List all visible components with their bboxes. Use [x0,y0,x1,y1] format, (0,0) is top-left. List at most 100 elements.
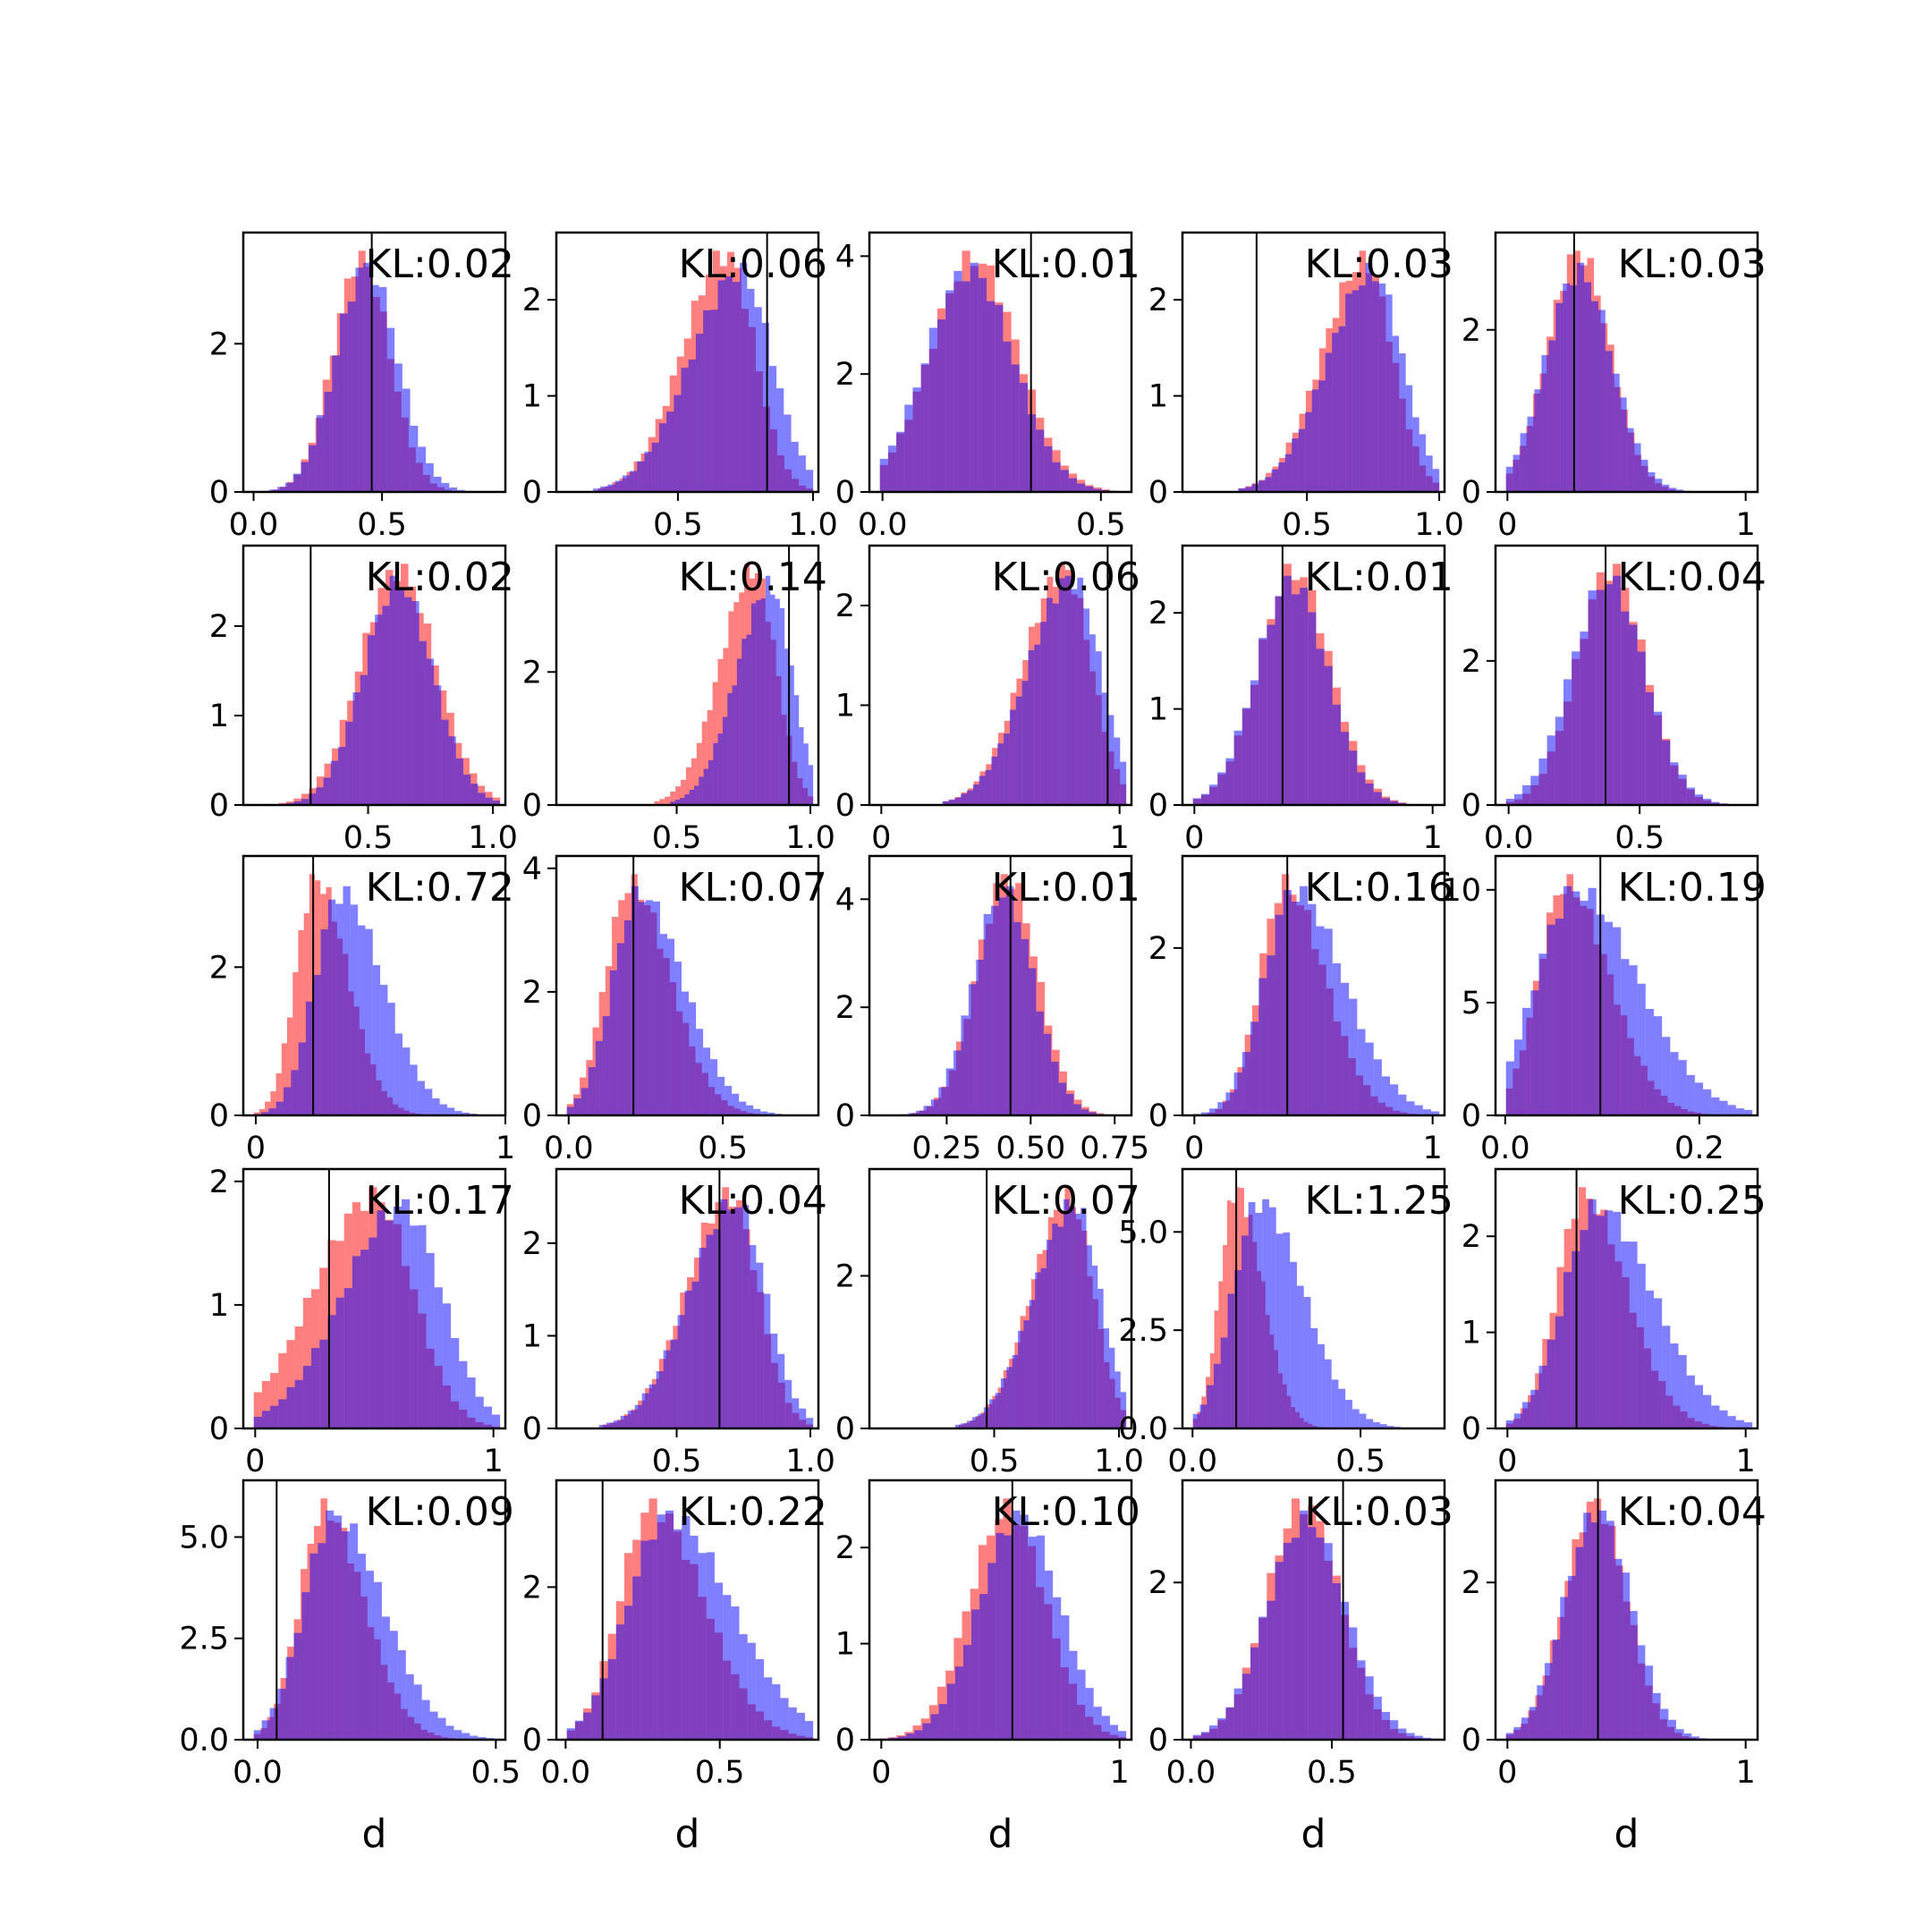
blue-bar [1645,1009,1654,1115]
blue-bar [1373,1422,1380,1428]
blue-bar [1555,716,1563,805]
blue-bar [1662,1326,1671,1428]
y-tick-label: 4 [835,239,855,275]
blue-bar [703,309,711,492]
blue-bar [1505,1061,1514,1115]
plot-area [1505,1480,1739,1740]
blue-bar [309,445,317,492]
axes-frame [555,544,820,807]
blue-bar [1290,1261,1297,1428]
blue-bar [1073,1104,1081,1115]
blue-bar [1590,1522,1599,1740]
blue-bar [991,905,999,1115]
blue-bar [313,974,321,1115]
plot-area [593,233,814,492]
blue-bar [976,959,984,1115]
y-tick-label: 0 [209,1411,229,1447]
blue-bar [1621,1241,1630,1428]
blue-bar [1241,708,1250,805]
blue-bar [954,797,962,805]
y-tick-label: 2 [1148,931,1168,967]
blue-bar [914,1730,923,1740]
blue-bar [277,1689,286,1740]
blue-bar [1248,1202,1256,1428]
plot-area [261,233,496,492]
blue-bar [695,334,704,492]
blue-bar [696,1029,704,1115]
blue-bar [954,1424,962,1428]
blue-bar [340,313,348,492]
blue-bar [1225,758,1234,805]
blue-bar [632,1576,641,1740]
blue-bar [1426,455,1433,492]
blue-bar [410,1064,418,1115]
blue-bar [1583,1513,1591,1740]
blue-bar [666,411,674,492]
blue-bar [1691,1736,1699,1740]
y-tick-label: 1 [522,1318,542,1354]
blue-bar [446,1107,455,1115]
blue-bar [386,327,395,492]
blue-bar [1406,1733,1415,1740]
x-tick-label: 1 [1110,820,1130,856]
blue-bar [1727,1105,1736,1115]
axes-frame [1494,544,1759,807]
blue-bar [1192,1734,1201,1740]
blue-bar [1653,1692,1661,1740]
blue-bar [441,719,449,805]
blue-bar [1414,1105,1423,1115]
blue-bar [677,1315,685,1428]
y-tick-label: 2 [1462,1219,1481,1255]
blue-bar [1711,1405,1720,1428]
blue-bar [630,470,638,492]
x-tick-label: 1.0 [785,1444,835,1479]
blue-bar [1093,488,1102,492]
blue-bar [1637,983,1646,1115]
plot-area [954,1169,1127,1428]
blue-bar [1349,750,1358,805]
y-tick-label: 0 [1462,1723,1481,1758]
blue-bar [979,775,986,805]
blue-bar [1390,801,1399,805]
blue-bar [1349,998,1358,1115]
blue-bar [699,776,704,805]
blue-bar [746,1105,754,1115]
blue-bar [1036,1535,1046,1740]
blue-bar [1604,1210,1614,1428]
blue-bar [363,262,371,492]
x-tick-label: 1 [1423,1131,1443,1166]
x-tick-label: 0.50 [996,1131,1065,1166]
blue-bar [360,1250,369,1428]
blue-bar [1192,1413,1200,1428]
x-tick-label: 0.5 [357,507,407,543]
blue-bar [1513,454,1521,492]
blue-bar [1604,584,1614,805]
blue-bar [326,1510,335,1740]
blue-bar [421,1699,430,1740]
blue-bar [1241,1235,1249,1428]
blue-bar [665,1510,674,1740]
blue-bar [1563,886,1572,1115]
blue-bar [291,1070,299,1115]
blue-bar [710,1059,718,1115]
blue-bar [602,1016,610,1115]
blue-bar [261,1112,269,1115]
blue-bar [253,1416,262,1428]
y-tick-label: 0 [835,788,855,824]
blue-bar [1064,575,1072,805]
blue-bar [478,792,486,805]
blue-bar [298,1042,306,1115]
blue-bar [768,366,777,492]
blue-bar [627,1411,635,1428]
blue-bar [1352,290,1360,492]
blue-bar [767,1112,775,1115]
blue-bar [1107,715,1114,805]
blue-bar [706,1552,715,1740]
blue-bar [606,1422,614,1428]
blue-bar [657,1514,665,1740]
axes-frame [242,544,507,807]
blue-bar [1086,1245,1092,1428]
blue-bar [1359,285,1366,492]
blue-bar [1530,775,1539,805]
blue-bar [763,1293,771,1428]
